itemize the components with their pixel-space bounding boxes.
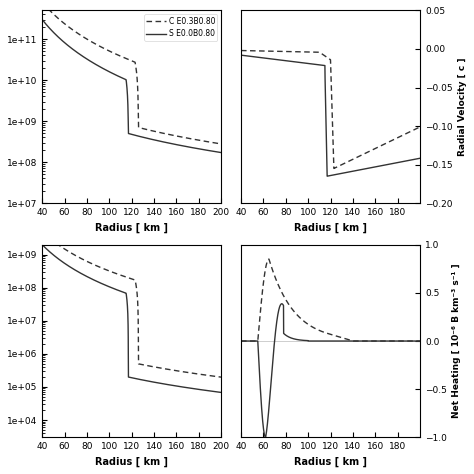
- Legend: C E0.3B0.80, S E0.0B0.80: C E0.3B0.80, S E0.0B0.80: [144, 14, 218, 41]
- C E0.3B0.80: [173, 133, 179, 139]
- C E0.3B0.80: [72, 28, 78, 34]
- C E0.3B0.80: [146, 128, 152, 133]
- C E0.3B0.80: [108, 49, 113, 55]
- Y-axis label: Net Heating [ 10⁻⁶ B km⁻³ s⁻¹ ]: Net Heating [ 10⁻⁶ B km⁻³ s⁻¹ ]: [452, 264, 461, 419]
- X-axis label: Radius [ km ]: Radius [ km ]: [294, 457, 367, 467]
- C E0.3B0.80: [186, 136, 192, 141]
- X-axis label: Radius [ km ]: Radius [ km ]: [95, 457, 168, 467]
- S E0.0B0.80: [173, 142, 179, 147]
- Line: C E0.3B0.80: C E0.3B0.80: [42, 2, 221, 144]
- C E0.3B0.80: [156, 129, 162, 135]
- C E0.3B0.80: [39, 0, 45, 5]
- S E0.0B0.80: [39, 17, 45, 22]
- Y-axis label: Radial Velocity [ c ]: Radial Velocity [ c ]: [458, 57, 467, 156]
- C E0.3B0.80: [219, 141, 224, 147]
- S E0.0B0.80: [186, 144, 192, 150]
- S E0.0B0.80: [146, 136, 152, 142]
- Line: S E0.0B0.80: S E0.0B0.80: [42, 19, 221, 153]
- X-axis label: Radius [ km ]: Radius [ km ]: [95, 223, 168, 233]
- S E0.0B0.80: [108, 70, 113, 75]
- S E0.0B0.80: [156, 138, 162, 144]
- S E0.0B0.80: [72, 48, 78, 54]
- X-axis label: Radius [ km ]: Radius [ km ]: [294, 223, 367, 233]
- S E0.0B0.80: [219, 150, 224, 155]
